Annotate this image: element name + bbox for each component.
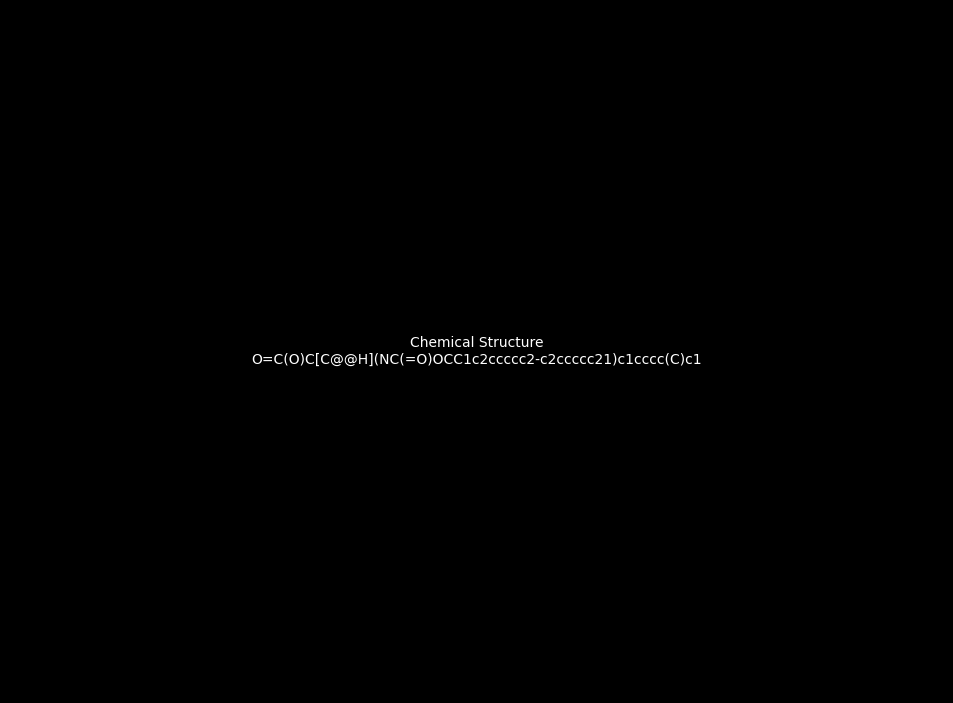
Text: Chemical Structure
O=C(O)C[C@@H](NC(=O)OCC1c2ccccc2-c2ccccc21)c1cccc(C)c1: Chemical Structure O=C(O)C[C@@H](NC(=O)O… — [252, 337, 701, 366]
